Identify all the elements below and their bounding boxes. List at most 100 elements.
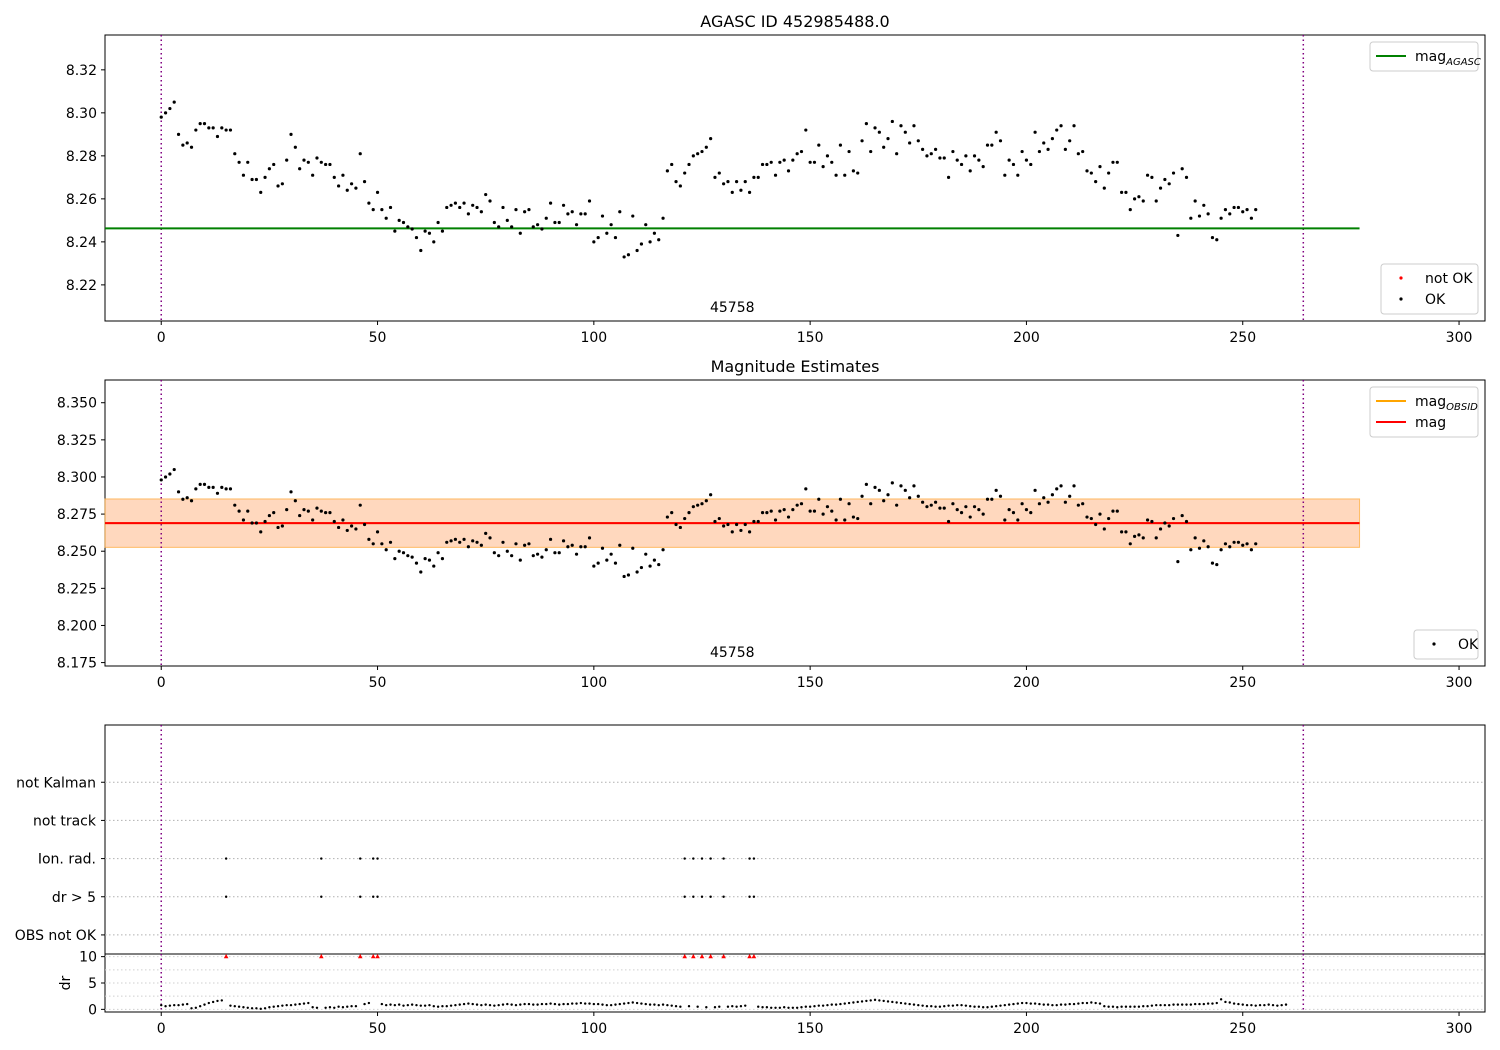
data-point [782, 508, 786, 512]
data-point [778, 509, 782, 513]
data-point [375, 530, 380, 534]
dr-excess-marker [370, 954, 376, 959]
flag-point [376, 895, 379, 898]
dr-point [1219, 998, 1223, 1001]
dr-point [1003, 1003, 1007, 1007]
data-point [518, 558, 522, 562]
data-point [531, 225, 535, 229]
data-point [670, 162, 674, 167]
dr-point [164, 1005, 167, 1008]
dr-point [804, 1005, 808, 1008]
data-point [436, 220, 440, 225]
data-point [540, 555, 544, 559]
data-point [510, 225, 514, 229]
data-point [510, 554, 514, 558]
data-point [311, 518, 315, 522]
data-point [1215, 238, 1219, 242]
data-point [678, 525, 682, 530]
flag-point [709, 857, 712, 860]
data-point [267, 513, 271, 518]
dr-point [571, 1002, 574, 1005]
data-point [514, 542, 518, 546]
data-point [505, 218, 509, 222]
dr-point [674, 1005, 678, 1008]
dr-point [255, 1007, 258, 1010]
data-point [743, 180, 747, 184]
dr-point [1241, 1003, 1244, 1006]
dr-point [1211, 1002, 1214, 1005]
data-point [946, 519, 951, 524]
dr-point [757, 1005, 760, 1008]
data-point [1163, 521, 1167, 525]
dr-point [1072, 1002, 1076, 1006]
dr-point [1237, 1002, 1240, 1006]
dr-point [934, 1005, 937, 1008]
data-point [691, 154, 695, 158]
data-point [393, 557, 397, 561]
data-point [873, 485, 877, 489]
data-point [1145, 173, 1150, 177]
data-point [211, 126, 215, 130]
data-point [250, 177, 254, 182]
data-point [782, 158, 786, 162]
data-point [241, 518, 246, 522]
dr-point [480, 1003, 483, 1007]
legend-label: OK [1425, 292, 1446, 308]
x-tick-label: 0 [157, 330, 166, 346]
data-point [471, 539, 475, 543]
data-point [1223, 542, 1228, 546]
data-point [445, 205, 449, 210]
dr-point [1155, 1003, 1158, 1007]
legend-label-main: mag [1415, 415, 1446, 431]
data-point [821, 165, 825, 169]
dr-point [272, 1005, 275, 1008]
dr-point [787, 1006, 790, 1009]
data-point [345, 188, 349, 192]
data-point [929, 152, 933, 156]
legend-label: magOBSID [1415, 394, 1478, 413]
data-point [1046, 500, 1050, 504]
data-point [1197, 214, 1202, 218]
data-point [189, 499, 194, 503]
data-point [882, 499, 886, 503]
data-point [207, 485, 211, 489]
data-point [1137, 195, 1141, 199]
dr-point [324, 1006, 327, 1009]
data-point [501, 540, 505, 544]
dr-point [1180, 1003, 1184, 1006]
data-point [700, 502, 704, 506]
y-tick-label: 8.24 [66, 235, 97, 251]
data-point [1154, 536, 1158, 540]
dr-point [354, 1005, 358, 1008]
dr-point [268, 1006, 271, 1009]
data-point [938, 506, 942, 510]
data-point [1137, 533, 1141, 537]
flag-point [700, 857, 704, 860]
data-point [869, 149, 873, 154]
data-point [328, 511, 332, 515]
data-point [760, 511, 765, 515]
dr-point [1029, 1002, 1032, 1005]
data-point [890, 481, 894, 485]
data-point [1115, 509, 1119, 513]
data-point [657, 238, 661, 242]
data-point [1158, 527, 1163, 531]
data-point [181, 143, 185, 147]
dr-point [545, 1002, 548, 1006]
data-point [652, 231, 657, 235]
data-point [674, 180, 678, 184]
data-point [765, 162, 769, 167]
dr-point [1064, 1003, 1067, 1006]
dr-point [644, 1002, 647, 1006]
data-point [834, 518, 838, 522]
legend-frame [1413, 629, 1479, 660]
dr-point [930, 1005, 933, 1008]
dr-point [527, 1002, 531, 1006]
data-point [964, 154, 968, 158]
dr-point [1025, 1001, 1028, 1005]
data-point [228, 128, 233, 132]
legend-label-main: not OK [1425, 271, 1473, 287]
data-point [1124, 190, 1128, 195]
legend-frame [1369, 386, 1479, 438]
dr-point [813, 1005, 816, 1008]
